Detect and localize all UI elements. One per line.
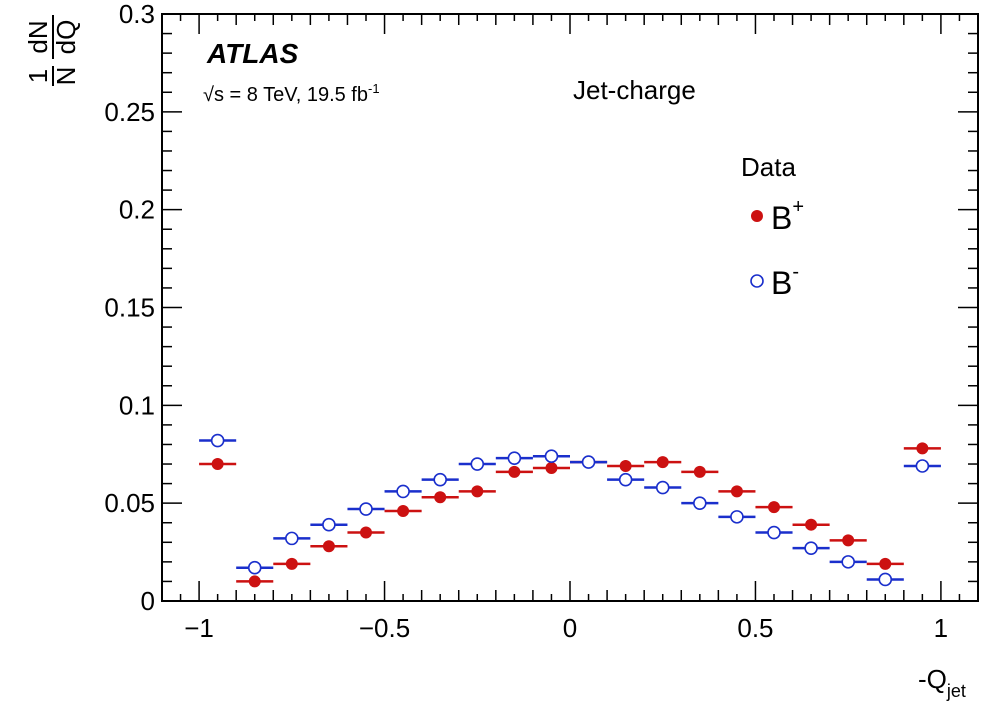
x-tick-label: −1 (184, 613, 214, 643)
point-bplus (916, 442, 929, 455)
point-bminus (581, 455, 596, 469)
point-bplus (322, 540, 335, 553)
point-bminus (322, 517, 336, 532)
point-bminus (285, 531, 299, 546)
point-bminus (433, 472, 447, 487)
x-tick-label: 1 (934, 613, 948, 643)
point-bminus (247, 560, 262, 575)
point-bminus (767, 525, 781, 540)
legend-marker-bminus (750, 274, 764, 288)
point-bplus (248, 575, 261, 588)
point-bminus (730, 510, 744, 524)
x-tick-label: 0.5 (737, 613, 773, 643)
atlas-label: ATLAS (206, 38, 299, 69)
point-bminus (544, 449, 559, 464)
y-tick-label: 0.2 (119, 195, 155, 225)
y-tick-label: 0.25 (104, 97, 155, 127)
point-bminus (693, 496, 707, 510)
legend-title: Data (741, 152, 796, 182)
point-bplus (471, 485, 484, 498)
point-bminus (359, 502, 373, 516)
point-bplus (434, 491, 447, 504)
point-bplus (656, 456, 669, 469)
x-tick-label: 0 (563, 613, 577, 643)
point-bplus (285, 557, 298, 570)
y-title-frac2-num: dN (23, 20, 53, 53)
y-tick-label: 0.05 (104, 488, 155, 518)
point-bplus (693, 465, 706, 478)
point-bminus (841, 555, 855, 569)
point-bplus (397, 504, 410, 517)
y-tick-label: 0.15 (104, 293, 155, 323)
point-bminus (470, 457, 485, 471)
point-bplus (805, 518, 818, 531)
point-bplus (879, 557, 892, 570)
legend-label-bminus: B- (771, 261, 799, 301)
legend-marker-bplus (751, 210, 763, 222)
tick-labels: −1 −0.5 0 0.5 1 0 0.05 0.1 0.15 0.2 0.25 0.3 (104, 0, 948, 643)
y-tick-label: 0 (141, 586, 155, 616)
point-bminus (878, 572, 893, 587)
point-bplus (842, 534, 855, 547)
y-title-frac1-den: N (51, 67, 81, 86)
y-axis-title: 1 N dN dQ (23, 15, 81, 86)
y-title-frac1-num: 1 (23, 69, 53, 83)
point-bplus (545, 461, 558, 474)
point-bminus (396, 484, 410, 499)
data-markers (199, 433, 941, 588)
legend: Data B+ B- (741, 152, 804, 301)
y-tick-label: 0.3 (119, 0, 155, 29)
point-bminus (507, 451, 522, 465)
point-bminus (618, 472, 633, 487)
chart-title: Jet-charge (573, 75, 696, 105)
point-bplus (211, 458, 224, 471)
legend-label-bplus: B+ (771, 196, 804, 236)
point-bplus (619, 459, 632, 472)
point-bminus (210, 433, 225, 448)
x-axis-title: -Qjet (918, 664, 966, 701)
axis-ticks (161, 13, 979, 602)
point-bplus (360, 526, 372, 539)
point-bminus (915, 459, 930, 473)
point-bplus (730, 485, 743, 498)
point-bplus (508, 465, 521, 478)
point-bminus (804, 541, 818, 555)
point-bminus (655, 480, 670, 495)
y-tick-label: 0.1 (119, 390, 155, 420)
x-tick-label: −0.5 (359, 613, 410, 643)
y-title-frac2-den: dQ (51, 20, 81, 55)
energy-lumi-label: √s = 8 TeV, 19.5 fb-1 (203, 81, 380, 106)
point-bplus (768, 501, 780, 514)
